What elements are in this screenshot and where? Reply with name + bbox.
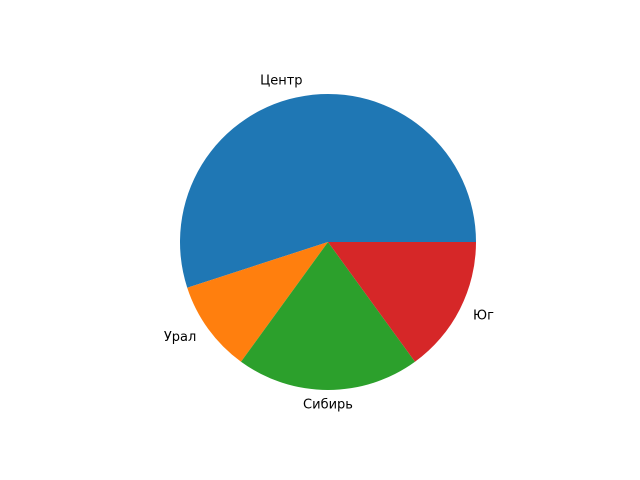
pie-labels: Центр Урал Сибирь Юг <box>164 74 494 413</box>
pie-slices <box>180 94 477 390</box>
pie-slice-2 <box>187 242 328 362</box>
pie-slice-1 <box>180 94 477 288</box>
pie-label-2: Урал <box>164 330 196 345</box>
pie-slice-4 <box>328 242 476 362</box>
pie-label-1: Центр <box>260 74 302 89</box>
pie-label-4: Юг <box>473 308 494 323</box>
pie-label-3: Сибирь <box>303 397 353 412</box>
pie-slice-3 <box>241 242 415 390</box>
